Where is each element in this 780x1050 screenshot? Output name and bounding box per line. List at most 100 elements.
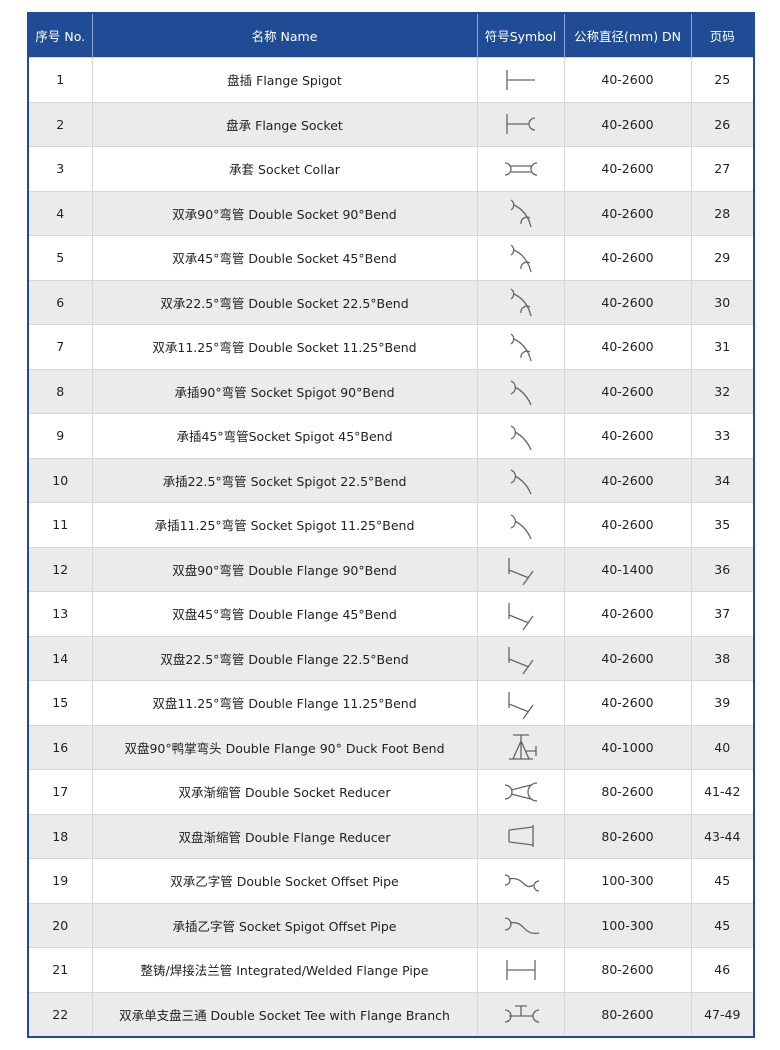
row-dn: 40-2600 xyxy=(563,324,692,370)
table-row: 22 双承单支盘三通 Double Socket Tee with Flange… xyxy=(27,991,755,1038)
flange-socket-icon xyxy=(505,114,535,135)
header-no: 序号 No. xyxy=(28,13,92,58)
socket-collar-icon xyxy=(504,162,537,176)
row-name: 双盘渐缩管 Double Flange Reducer xyxy=(91,813,478,859)
row-page: 29 xyxy=(690,235,755,281)
row-page: 36 xyxy=(690,546,755,592)
row-no: 4 xyxy=(27,190,93,236)
table-row: 20 承插乙字管 Socket Spigot Offset Pipe 100-3… xyxy=(27,902,755,948)
double-flange-bend-icon xyxy=(507,691,534,719)
row-no: 17 xyxy=(27,769,93,815)
row-symbol xyxy=(476,546,565,592)
row-no: 8 xyxy=(27,368,93,414)
row-symbol xyxy=(476,724,565,770)
double-socket-reducer-icon xyxy=(504,782,537,802)
row-symbol xyxy=(476,591,565,637)
socket-spigot-bend-icon xyxy=(510,380,532,406)
row-no: 3 xyxy=(27,146,93,192)
row-page: 28 xyxy=(690,190,755,236)
row-page: 41-42 xyxy=(690,769,755,815)
table-row: 6 双承22.5°弯管 Double Socket 22.5°Bend 40-2… xyxy=(27,279,755,325)
row-symbol xyxy=(476,457,565,503)
row-name: 承插90°弯管 Socket Spigot 90°Bend xyxy=(91,368,478,414)
double-flange-bend-icon xyxy=(507,558,534,586)
row-symbol xyxy=(476,324,565,370)
row-dn: 40-2600 xyxy=(563,190,692,236)
row-symbol xyxy=(476,368,565,414)
row-dn: 40-2600 xyxy=(563,235,692,281)
row-page: 46 xyxy=(690,947,755,993)
table-row: 15 双盘11.25°弯管 Double Flange 11.25°Bend 4… xyxy=(27,680,755,726)
row-no: 18 xyxy=(27,813,93,859)
double-flange-reducer-icon xyxy=(507,825,534,848)
row-name: 双承单支盘三通 Double Socket Tee with Flange Br… xyxy=(91,991,478,1038)
table-row: 8 承插90°弯管 Socket Spigot 90°Bend 40-2600 … xyxy=(27,368,755,414)
row-page: 40 xyxy=(690,724,755,770)
double-socket-bend-icon xyxy=(510,288,532,317)
row-dn: 80-2600 xyxy=(563,813,692,859)
row-dn: 40-2600 xyxy=(563,146,692,192)
double-flange-bend-icon xyxy=(507,647,534,675)
table-row: 1 盘插 Flange Spigot 40-2600 25 xyxy=(27,57,755,103)
row-symbol xyxy=(476,146,565,192)
row-page: 32 xyxy=(690,368,755,414)
row-dn: 80-2600 xyxy=(563,769,692,815)
table-row: 11 承插11.25°弯管 Socket Spigot 11.25°Bend 4… xyxy=(27,502,755,548)
row-page: 25 xyxy=(690,57,755,103)
socket-spigot-bend-icon xyxy=(510,425,532,451)
row-symbol xyxy=(476,813,565,859)
row-name: 双承11.25°弯管 Double Socket 11.25°Bend xyxy=(91,324,478,370)
row-page: 26 xyxy=(690,101,755,147)
flange-pipe-icon xyxy=(505,959,536,980)
row-page: 34 xyxy=(690,457,755,503)
double-socket-bend-icon xyxy=(510,244,532,272)
row-dn: 100-300 xyxy=(563,858,692,904)
table-row: 5 双承45°弯管 Double Socket 45°Bend 40-2600 … xyxy=(27,235,755,281)
row-page: 27 xyxy=(690,146,755,192)
row-page: 37 xyxy=(690,591,755,637)
socket-spigot-bend-icon xyxy=(510,469,532,495)
row-symbol xyxy=(476,413,565,459)
row-symbol xyxy=(476,279,565,325)
table-row: 12 双盘90°弯管 Double Flange 90°Bend 40-1400… xyxy=(27,546,755,592)
row-dn: 40-2600 xyxy=(563,635,692,681)
row-name: 双承渐缩管 Double Socket Reducer xyxy=(91,769,478,815)
header-dn: 公称直径(mm) DN xyxy=(563,13,691,58)
row-symbol xyxy=(476,57,565,103)
row-page: 38 xyxy=(690,635,755,681)
row-no: 13 xyxy=(27,591,93,637)
row-no: 7 xyxy=(27,324,93,370)
row-no: 16 xyxy=(27,724,93,770)
row-name: 整铸/焊接法兰管 Integrated/Welded Flange Pipe xyxy=(91,947,478,993)
row-no: 9 xyxy=(27,413,93,459)
table-row: 7 双承11.25°弯管 Double Socket 11.25°Bend 40… xyxy=(27,324,755,370)
row-dn: 40-2600 xyxy=(563,591,692,637)
row-no: 11 xyxy=(27,502,93,548)
row-page: 39 xyxy=(690,680,755,726)
table-row: 10 承插22.5°弯管 Socket Spigot 22.5°Bend 40-… xyxy=(27,457,755,503)
row-name: 双承22.5°弯管 Double Socket 22.5°Bend xyxy=(91,279,478,325)
row-name: 双盘90°鸭掌弯头 Double Flange 90° Duck Foot Be… xyxy=(91,724,478,770)
table-row: 9 承插45°弯管Socket Spigot 45°Bend 40-2600 3… xyxy=(27,413,755,459)
row-symbol xyxy=(476,902,565,948)
row-name: 双承45°弯管 Double Socket 45°Bend xyxy=(91,235,478,281)
table-row: 16 双盘90°鸭掌弯头 Double Flange 90° Duck Foot… xyxy=(27,724,755,770)
row-dn: 40-2600 xyxy=(563,457,692,503)
row-symbol xyxy=(476,502,565,548)
row-no: 15 xyxy=(27,680,93,726)
row-no: 2 xyxy=(27,101,93,147)
row-page: 33 xyxy=(690,413,755,459)
row-dn: 40-2600 xyxy=(563,502,692,548)
double-socket-bend-icon xyxy=(510,199,532,228)
row-dn: 80-2600 xyxy=(563,947,692,993)
header-symbol: 符号Symbol xyxy=(476,13,564,58)
row-dn: 40-2600 xyxy=(563,680,692,726)
row-dn: 40-2600 xyxy=(563,101,692,147)
row-dn: 40-1000 xyxy=(563,724,692,770)
row-page: 45 xyxy=(690,858,755,904)
row-no: 21 xyxy=(27,947,93,993)
row-symbol xyxy=(476,769,565,815)
table-row: 21 整铸/焊接法兰管 Integrated/Welded Flange Pip… xyxy=(27,947,755,993)
row-symbol xyxy=(476,101,565,147)
row-name: 承插乙字管 Socket Spigot Offset Pipe xyxy=(91,902,478,948)
